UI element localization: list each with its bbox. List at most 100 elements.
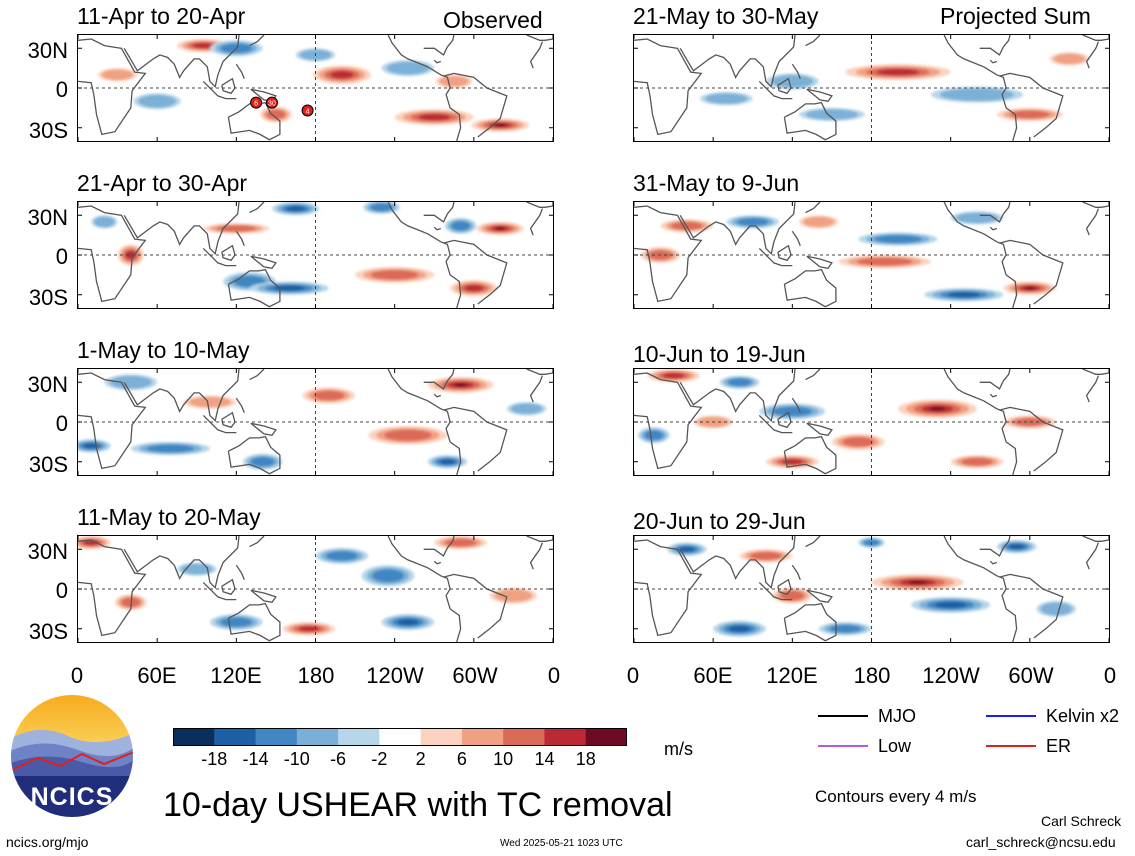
coastline [777,578,792,596]
coastline [758,581,793,601]
shear-positive-region [750,551,782,560]
coastline [443,72,508,138]
coastline [529,375,544,403]
shear-positive-region [298,626,320,632]
coastline [805,35,821,47]
y-tick-0: 0 [55,411,68,436]
shear-positive-region [192,42,214,49]
shear-negative-region [771,75,814,88]
shear-positive-region [802,216,835,228]
shear-negative-region [146,444,195,453]
x-tick-r-180: 180 [853,663,891,688]
coastline [989,393,998,398]
coastline [783,435,837,475]
shear-negative-region [386,61,429,75]
y-tick-30n: 30N [27,205,68,230]
map-panel-r1 [633,201,1110,309]
shear-positive-region [216,225,257,232]
panel-title-l1: 21-Apr to 30-Apr [77,170,248,196]
coastline [250,422,277,437]
shear-positive-region [439,76,469,87]
coastline [526,35,553,41]
shear-negative-region [644,430,664,441]
ncics-logo-graphic: NCICS [9,693,135,819]
colorbar-tick-label: -10 [283,749,310,769]
coastline [679,536,796,589]
y-tick-30n: 30N [27,372,68,397]
projected-header: Projected Sum [940,3,1091,29]
y-tick-30n: 30N [27,38,68,63]
coastline [235,397,245,413]
panel-title-l3: 11-May to 20-May [77,504,261,530]
coastline [805,202,821,214]
shear-positive-region [384,429,432,441]
shear-negative-region [109,375,152,389]
coastline [758,80,793,100]
shear-positive-region [454,383,468,387]
shear-positive-region [876,68,919,76]
coastline [791,63,801,79]
colorbar-graphic [173,728,628,746]
colorbar-swatch [338,728,380,746]
author-email: carl_schreck@ncsu.edu [966,834,1116,850]
shear-positive-region [1024,286,1036,290]
shear-positive-region [101,69,134,81]
coastline [227,602,281,642]
colorbar-tick-label: -2 [371,749,388,769]
coastline [202,247,237,267]
shear-negative-region [948,292,980,298]
coastline [979,536,1011,557]
legend-label-low: Low [878,736,912,756]
shear-field-map [634,35,1109,141]
shear-negative-region [940,88,1014,101]
shear-negative-region [1008,543,1025,550]
coastline [634,38,703,136]
coastline [250,589,277,604]
y-tick-30n: 30N [27,539,68,564]
panel-title-r3: 20-Jun to 29-Jun [633,508,806,534]
shear-positive-region [1014,418,1046,426]
shear-negative-region [1040,602,1073,616]
coastline [443,239,508,305]
x-tick-r-120e: 120E [766,663,818,688]
coastline [123,202,240,255]
coastline [529,208,544,236]
coastline [999,406,1064,472]
x-tick-l-120e: 120E [210,663,262,688]
shear-positive-region [494,589,533,602]
coastline [249,369,265,381]
coastline [227,435,281,475]
shear-positive-region [330,71,354,79]
colorbar-swatch [585,728,628,746]
coastline [78,38,147,136]
colorbar-units: m/s [664,739,693,759]
author: Carl Schreck [1041,813,1122,829]
shear-negative-region [736,217,769,226]
coastline [249,536,265,548]
map-panel-r0 [633,34,1110,142]
main-title: 10-day USHEAR with TC removal [163,786,673,824]
shear-negative-region [220,617,253,627]
coastline [235,63,245,79]
shear-negative-region [326,551,358,561]
coastline [777,411,792,429]
shear-positive-region [929,406,946,411]
colorbar-swatch [214,728,257,746]
colorbar [173,728,628,746]
legend-line-er [986,736,1036,756]
tropical-cyclone-label: 6 [254,101,258,108]
x-tick-l-120w: 120W [366,663,424,688]
shear-negative-region [874,235,922,244]
coastline [1085,208,1100,236]
coastline [443,406,508,472]
coastline [791,230,801,246]
shear-negative-region [250,456,275,467]
coastline [999,72,1064,138]
shear-negative-region [93,216,115,228]
x-tick-r-0-end: 0 [1103,663,1117,688]
coastline [999,573,1064,639]
coastline [1085,41,1100,69]
tropical-cyclone-marker [301,104,314,117]
panel-title-r1: 31-May to 9-Jun [633,170,800,196]
coastline [202,80,237,100]
